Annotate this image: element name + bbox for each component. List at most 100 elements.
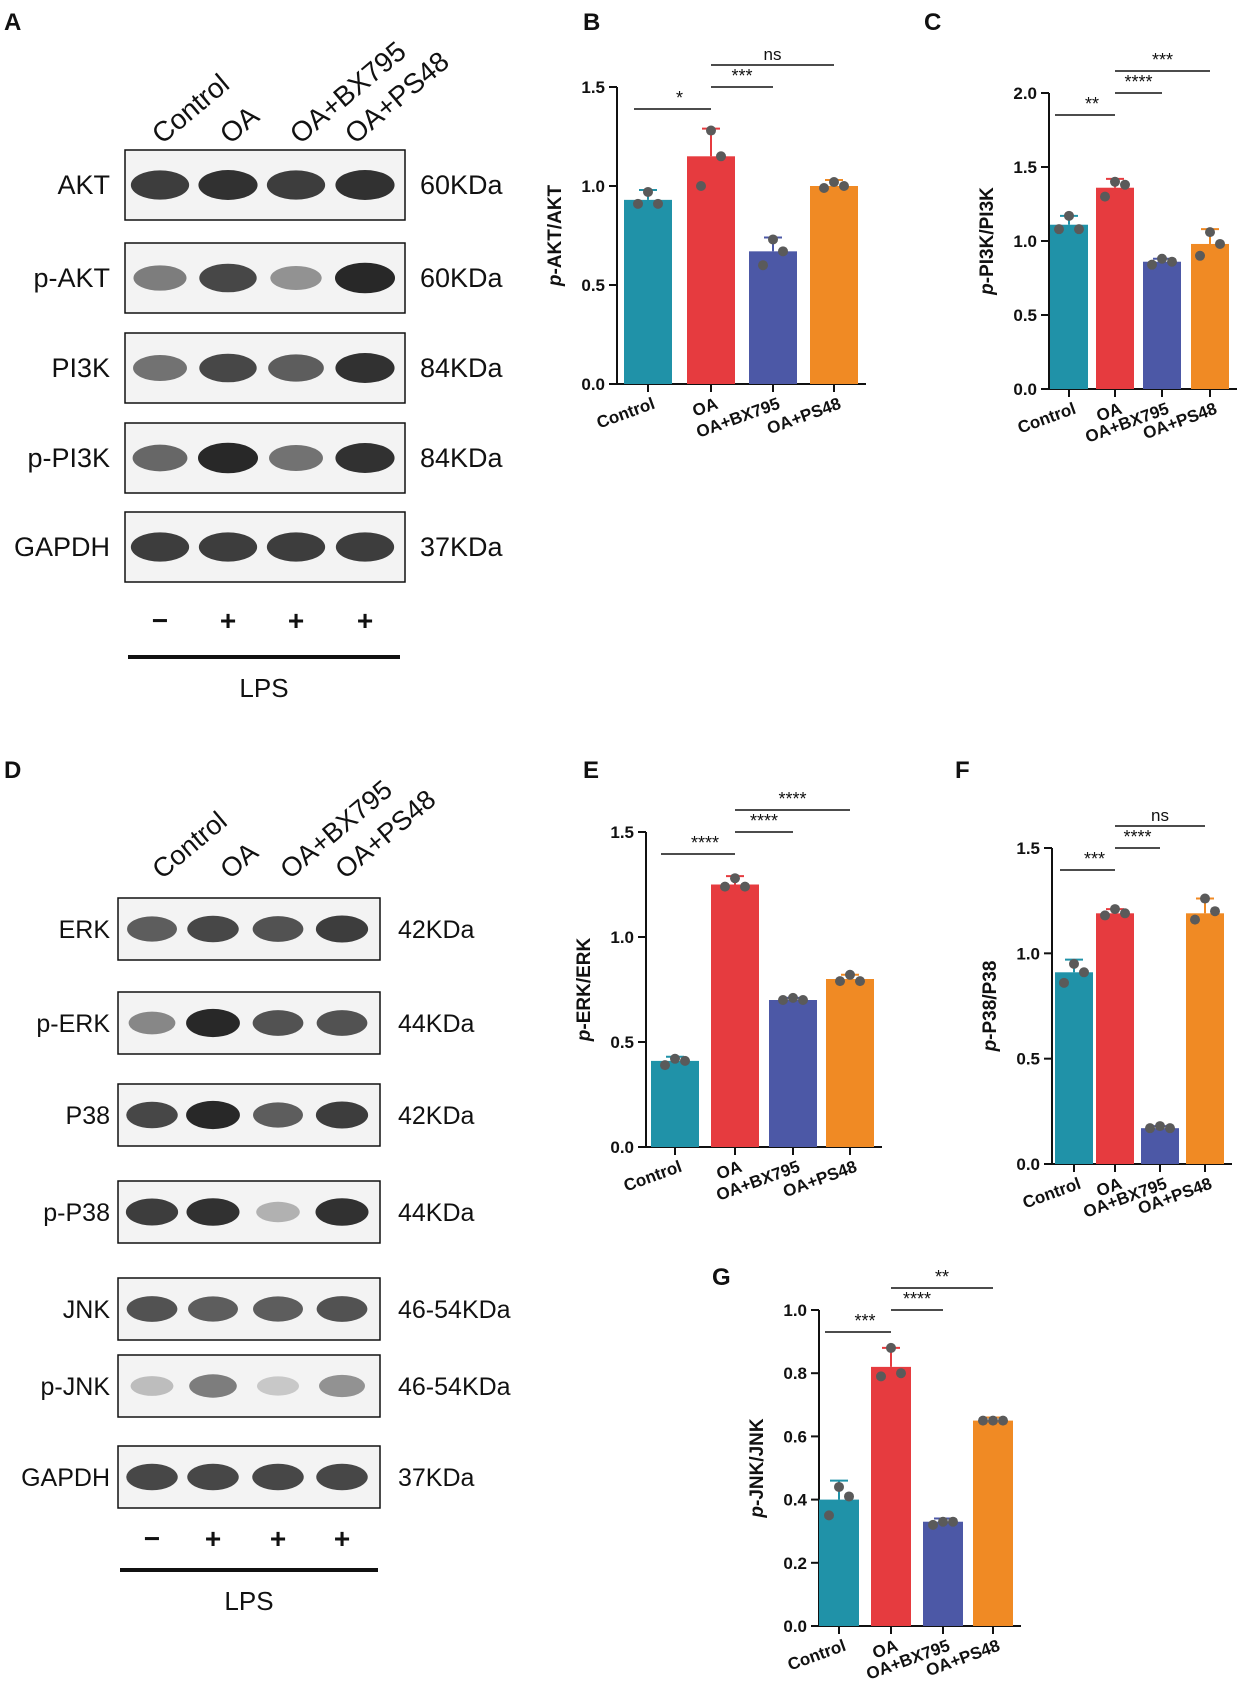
data-point — [730, 873, 740, 884]
data-point — [1100, 191, 1110, 202]
y-tick-label: 1.5 — [610, 823, 634, 842]
significance-label: **** — [1124, 72, 1152, 92]
blot-membrane — [117, 1354, 381, 1418]
x-tick-label: Control — [1015, 399, 1078, 438]
data-point — [740, 881, 750, 892]
treatment-sign: + — [334, 1523, 350, 1554]
blot-band — [252, 1010, 304, 1036]
blot-band — [197, 442, 259, 474]
significance-label: ns — [764, 45, 782, 64]
data-point — [1215, 238, 1225, 249]
blot-band — [133, 355, 187, 381]
data-point — [643, 186, 653, 197]
y-tick-label: 0.2 — [783, 1554, 807, 1573]
y-tick-label: 1.0 — [610, 928, 634, 947]
y-tick-label: 2.0 — [1013, 84, 1037, 103]
y-tick-label: 1.5 — [581, 78, 605, 97]
data-point — [938, 1516, 948, 1527]
blot-band — [126, 1463, 178, 1491]
protein-label: ERK — [59, 916, 111, 944]
protein-label: p-ERK — [36, 1010, 110, 1038]
protein-label: PI3K — [51, 353, 110, 383]
y-tick-label: 0.5 — [1016, 1050, 1040, 1069]
data-point — [1210, 906, 1220, 917]
protein-label: JNK — [63, 1296, 111, 1324]
data-point — [829, 177, 839, 188]
data-point — [1155, 1121, 1165, 1132]
blot-band — [130, 532, 190, 562]
blot-band — [318, 1374, 366, 1398]
y-tick-label: 1.5 — [1016, 839, 1040, 858]
significance-label: *** — [1084, 849, 1105, 869]
data-point — [1167, 256, 1177, 267]
panel-label-b: B — [583, 9, 600, 36]
blot-band — [186, 1198, 240, 1226]
y-tick-label: 0.5 — [610, 1033, 634, 1052]
y-tick-label: 0.0 — [581, 375, 605, 394]
y-tick-label: 0.5 — [1013, 306, 1037, 325]
blot-band — [199, 353, 257, 383]
molecular-weight-label: 44KDa — [398, 1199, 475, 1227]
significance-label: ns — [1151, 806, 1169, 825]
significance-label: **** — [903, 1289, 931, 1309]
blot-band — [316, 1010, 368, 1036]
bar — [1050, 224, 1088, 389]
x-tick-label: Control — [621, 1157, 684, 1196]
blot-band — [252, 916, 304, 942]
y-axis-label: p-ERK/ERK — [574, 938, 595, 1043]
data-point — [928, 1519, 938, 1530]
y-tick-label: 1.0 — [581, 177, 605, 196]
blot-band — [130, 1376, 174, 1396]
bar — [1143, 261, 1181, 389]
protein-label: p-AKT — [33, 263, 110, 293]
blot-band — [335, 532, 395, 562]
significance-label: **** — [750, 811, 778, 831]
protein-label: p-JNK — [41, 1373, 111, 1401]
blot-band — [316, 1296, 368, 1322]
data-point — [716, 151, 726, 162]
bar — [1096, 913, 1134, 1164]
data-point — [896, 1368, 906, 1379]
y-tick-label: 0.0 — [1016, 1155, 1040, 1174]
bar — [1191, 243, 1229, 389]
significance-label: *** — [731, 66, 752, 86]
molecular-weight-label: 37KDa — [398, 1464, 475, 1492]
data-point — [834, 1481, 844, 1492]
data-point — [660, 1060, 670, 1071]
protein-label: GAPDH — [14, 532, 110, 562]
bar — [749, 251, 797, 384]
significance-label: *** — [1152, 50, 1173, 70]
panel-label-a: A — [4, 9, 21, 36]
data-point — [1205, 227, 1215, 238]
data-point — [835, 976, 845, 987]
data-point — [653, 198, 663, 209]
data-point — [1165, 1123, 1175, 1134]
blot-band — [189, 1374, 237, 1398]
blot-band — [334, 262, 396, 294]
blot-band — [187, 915, 239, 943]
data-point — [1074, 224, 1084, 235]
blot-band — [335, 353, 395, 383]
treatment-sign: + — [220, 605, 236, 636]
data-point — [633, 198, 643, 209]
data-point — [720, 881, 730, 892]
significance-label: *** — [854, 1311, 875, 1331]
data-point — [706, 125, 716, 136]
y-tick-label: 0.0 — [1013, 380, 1037, 399]
data-point — [1110, 176, 1120, 187]
treatment-bar — [128, 655, 400, 659]
y-tick-label: 0.8 — [783, 1364, 807, 1383]
significance-label: **** — [691, 833, 719, 853]
protein-label: GAPDH — [21, 1464, 110, 1492]
treatment-sign: + — [288, 605, 304, 636]
bar — [1096, 187, 1134, 389]
blot-band — [187, 1463, 239, 1491]
data-point — [819, 182, 829, 193]
data-point — [1195, 250, 1205, 261]
molecular-weight-label: 60KDa — [420, 170, 504, 200]
